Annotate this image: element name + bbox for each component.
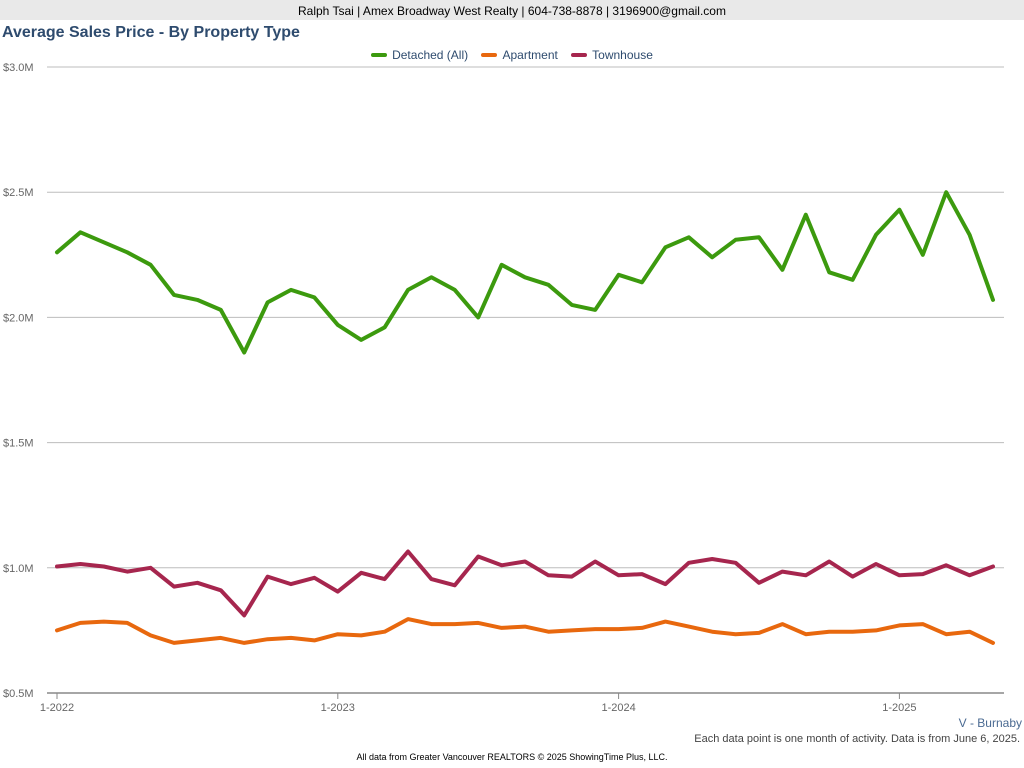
footer-credit: All data from Greater Vancouver REALTORS… [356,752,668,762]
y-tick-label: $2.5M [3,187,34,199]
series-lines [55,190,995,645]
series-line-apartment [55,617,995,645]
region-label: V - Burnaby [958,716,1022,730]
x-tick-label: 1-2023 [321,702,355,714]
chart-title: Average Sales Price - By Property Type [2,24,300,41]
x-tick-label: 1-2024 [601,702,635,714]
y-tick-label: $1.0M [3,563,34,575]
y-tick-label: $0.5M [3,688,34,700]
chart-legend: Detached (All) Apartment Townhouse [0,46,1024,62]
legend-item-apartment[interactable]: Apartment [481,48,558,62]
contact-bar: Ralph Tsai | Amex Broadway West Realty |… [0,0,1024,20]
legend-label-apartment: Apartment [502,48,558,62]
y-tick-label: $2.0M [3,312,34,324]
series-line-townhouse [55,549,995,618]
contact-text: Ralph Tsai | Amex Broadway West Realty |… [298,4,726,18]
y-tick-label: $3.0M [3,62,34,74]
legend-label-townhouse: Townhouse [592,48,653,62]
y-axis: $0.5M $1.0M $1.5M $2.0M $2.5M $3.0M [3,62,34,700]
x-tick-label: 1-2022 [40,702,74,714]
y-tick-label: $1.5M [3,438,34,450]
x-axis: 1-2022 1-2023 1-2024 1-2025 [40,692,1004,714]
x-tick-label: 1-2025 [882,702,916,714]
legend-swatch-apartment [481,53,498,57]
grid-lines [47,66,1004,569]
legend-label-detached: Detached (All) [392,48,469,62]
legend-item-townhouse[interactable]: Townhouse [571,48,653,62]
series-line-detached [55,190,995,355]
legend-swatch-townhouse [571,53,588,57]
data-note: Each data point is one month of activity… [694,733,1020,745]
legend-swatch-detached [371,53,388,57]
legend-item-detached[interactable]: Detached (All) [371,48,468,62]
